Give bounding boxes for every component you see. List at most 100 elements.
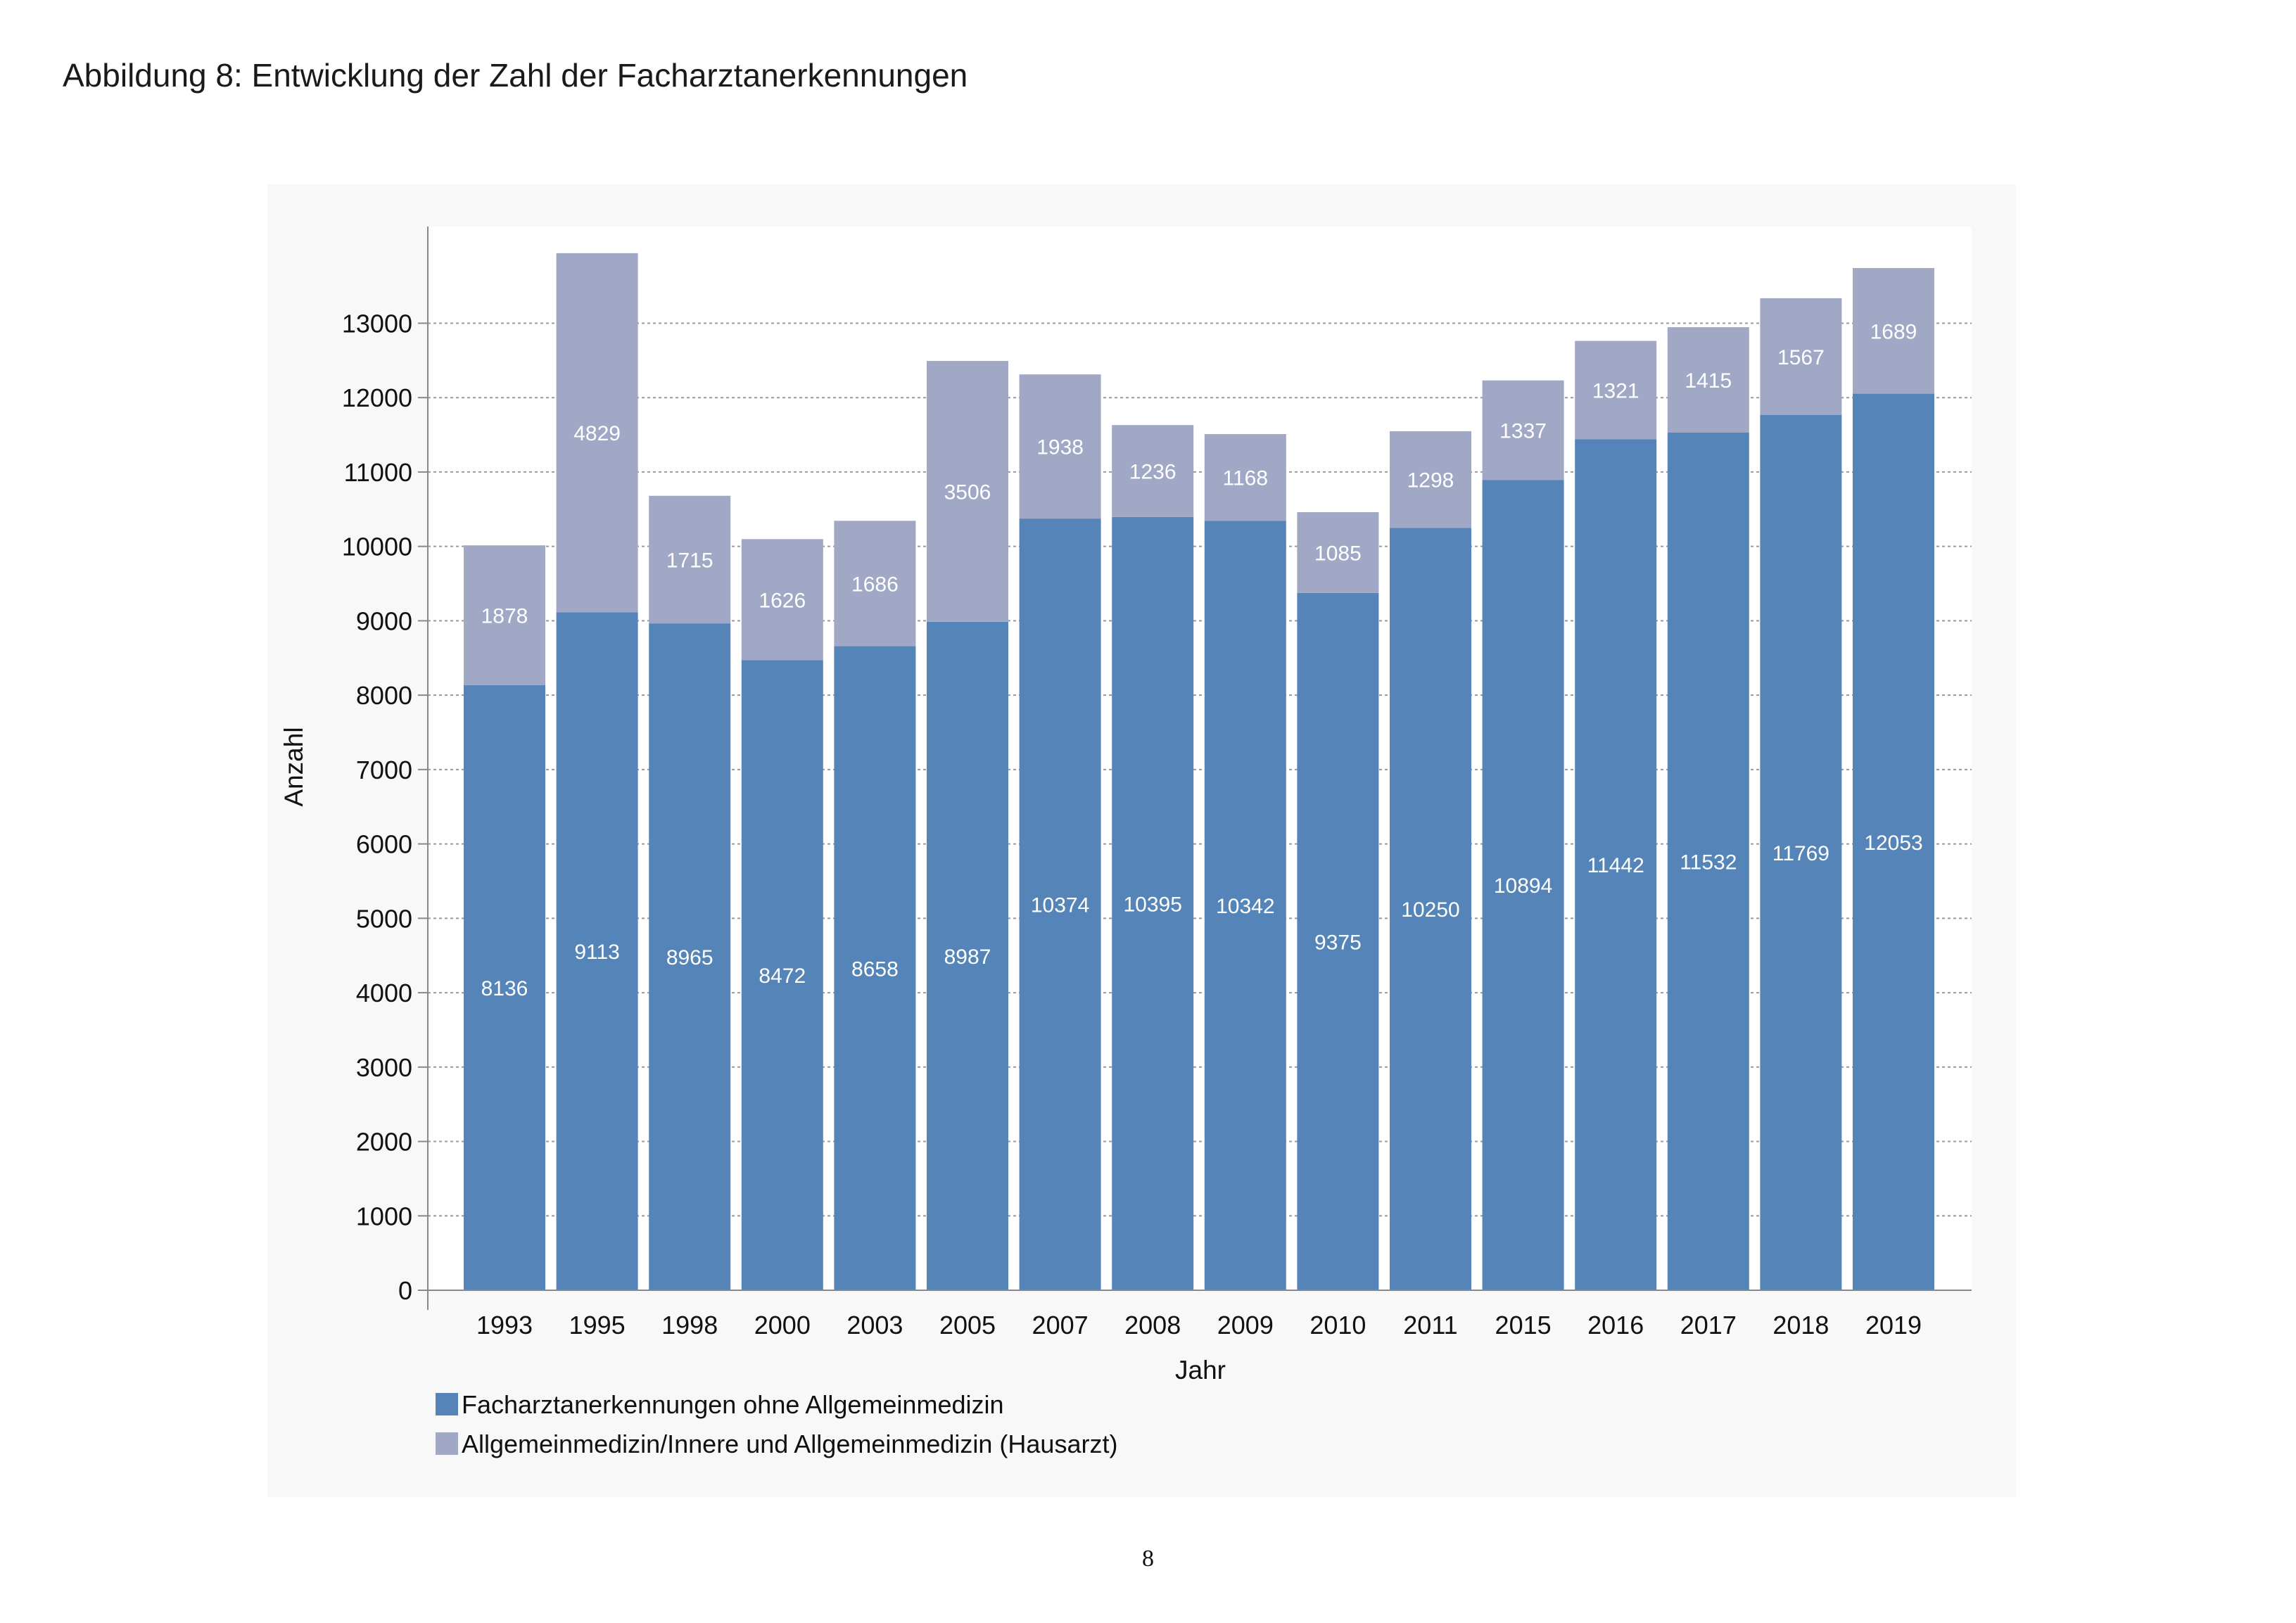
bar-2011-allgemeinmedizin xyxy=(1390,431,1471,528)
data-label: 1168 xyxy=(1223,467,1269,490)
data-label: 1878 xyxy=(481,604,528,628)
x-tick-label: 2009 xyxy=(1217,1311,1274,1339)
y-tick-label: 2000 xyxy=(356,1128,412,1157)
bar-2015-facharzt xyxy=(1482,480,1564,1291)
bar-1998-facharzt xyxy=(649,623,731,1290)
page-title: Abbildung 8: Entwicklung der Zahl der Fa… xyxy=(63,57,968,94)
data-label: 1626 xyxy=(759,589,806,612)
bar-2009-allgemeinmedizin xyxy=(1204,433,1286,521)
data-label: 8965 xyxy=(666,946,713,969)
legend-swatch-facharzt xyxy=(436,1393,458,1415)
x-tick-label: 1995 xyxy=(569,1311,626,1339)
y-tick-label: 11000 xyxy=(344,458,412,487)
x-tick-label: 2010 xyxy=(1309,1311,1366,1339)
data-label: 10342 xyxy=(1216,895,1274,918)
bar-2016-allgemeinmedizin xyxy=(1575,340,1657,440)
data-label: 1236 xyxy=(1129,461,1176,484)
x-tick-label: 2007 xyxy=(1032,1311,1089,1339)
data-label: 10395 xyxy=(1123,893,1181,916)
bar-1995-allgemeinmedizin xyxy=(556,253,638,613)
data-label: 9375 xyxy=(1314,931,1362,954)
data-label: 1689 xyxy=(1870,320,1917,343)
bar-2010-allgemeinmedizin xyxy=(1297,512,1379,593)
data-label: 1298 xyxy=(1407,469,1454,492)
y-tick-label: 9000 xyxy=(356,606,412,635)
data-label: 1415 xyxy=(1685,369,1732,393)
legend: Facharztanerkennungen ohne Allgemeinmedi… xyxy=(436,1390,1117,1458)
data-label: 1085 xyxy=(1314,542,1362,565)
bar-2008-allgemeinmedizin xyxy=(1112,425,1194,517)
bar-2000-facharzt xyxy=(741,660,823,1290)
x-tick-label: 2008 xyxy=(1124,1311,1181,1339)
bar-2003-allgemeinmedizin xyxy=(834,521,916,647)
bar-2018-facharzt xyxy=(1760,414,1842,1290)
data-label: 8472 xyxy=(759,965,806,988)
data-label: 1686 xyxy=(851,573,899,596)
bar-2007-facharzt xyxy=(1019,518,1101,1290)
data-label: 1321 xyxy=(1592,379,1639,402)
bar-1998-allgemeinmedizin xyxy=(649,495,731,624)
y-axis-title: Anzahl xyxy=(279,727,308,806)
data-label: 1715 xyxy=(666,549,713,572)
data-label: 11769 xyxy=(1772,842,1829,865)
legend-label-allgemeinmedizin: Allgemeinmedizin/Innere und Allgemeinmed… xyxy=(462,1430,1117,1458)
x-tick-label: 2011 xyxy=(1403,1311,1457,1339)
axes: 0 1000 2000 3000 4000 5000 6000 7000 8000 9000 100… xyxy=(279,227,1972,1385)
y-tick-label: 3000 xyxy=(356,1053,412,1082)
x-tick-label: 2017 xyxy=(1680,1311,1737,1339)
data-label: 12053 xyxy=(1864,832,1922,855)
bar-2011-facharzt xyxy=(1390,528,1471,1290)
y-tick-label: 10000 xyxy=(342,533,412,561)
y-tick-label: 4000 xyxy=(356,979,412,1007)
data-label: 1938 xyxy=(1036,436,1084,459)
y-tick-label: 8000 xyxy=(356,681,412,710)
y-tick-label: 12000 xyxy=(342,383,412,412)
bars xyxy=(464,253,1934,1291)
x-tick-label: 2019 xyxy=(1865,1311,1922,1339)
bar-2018-allgemeinmedizin xyxy=(1760,298,1842,415)
bar-2017-allgemeinmedizin xyxy=(1667,327,1749,433)
data-label: 1567 xyxy=(1777,346,1825,369)
bar-2019-allgemeinmedizin xyxy=(1853,267,1934,394)
y-tick-label: 6000 xyxy=(356,830,412,859)
bar-2019-facharzt xyxy=(1853,393,1934,1290)
bar-2007-allgemeinmedizin xyxy=(1019,374,1101,519)
bar-1995-facharzt xyxy=(556,612,638,1290)
y-tick-label: 5000 xyxy=(356,904,412,933)
bar-1993-facharzt xyxy=(464,685,545,1290)
bar-2015-allgemeinmedizin xyxy=(1482,380,1564,480)
y-tick-label: 13000 xyxy=(342,309,412,338)
bar-2005-facharzt xyxy=(927,621,1008,1290)
x-tick-label: 2018 xyxy=(1772,1311,1829,1339)
bar-2017-facharzt xyxy=(1667,432,1749,1291)
x-tick-label: 2003 xyxy=(846,1311,903,1339)
gridlines xyxy=(428,322,1972,1217)
legend-swatch-allgemeinmedizin xyxy=(436,1432,458,1455)
x-tick-label: 1998 xyxy=(661,1311,718,1339)
data-label: 11442 xyxy=(1587,854,1644,877)
bar-2008-facharzt xyxy=(1112,516,1194,1290)
bar-2009-facharzt xyxy=(1204,521,1286,1290)
y-tick-label: 0 xyxy=(398,1276,412,1305)
x-tick-label: 2015 xyxy=(1495,1311,1552,1339)
x-tick-label: 2016 xyxy=(1587,1311,1644,1339)
bar-2016-facharzt xyxy=(1575,439,1657,1291)
y-tick-label: 7000 xyxy=(356,756,412,784)
data-label: 10250 xyxy=(1401,898,1459,922)
bar-1993-allgemeinmedizin xyxy=(464,545,545,685)
data-label: 10374 xyxy=(1031,894,1089,917)
bar-2005-allgemeinmedizin xyxy=(927,361,1008,622)
data-label: 1337 xyxy=(1499,419,1547,443)
data-label: 9113 xyxy=(574,941,620,964)
data-label: 11532 xyxy=(1680,851,1737,874)
legend-label-facharzt: Facharztanerkennungen ohne Allgemeinmedi… xyxy=(462,1390,1004,1419)
y-tick-label: 1000 xyxy=(356,1202,412,1230)
bar-2003-facharzt xyxy=(834,646,916,1290)
x-tick-label: 2005 xyxy=(939,1311,996,1339)
x-axis-title: Jahr xyxy=(1175,1356,1226,1385)
data-label: 4829 xyxy=(573,422,621,445)
data-label: 8136 xyxy=(481,977,528,1000)
data-label: 10894 xyxy=(1494,874,1552,898)
data-label: 8658 xyxy=(851,957,899,981)
